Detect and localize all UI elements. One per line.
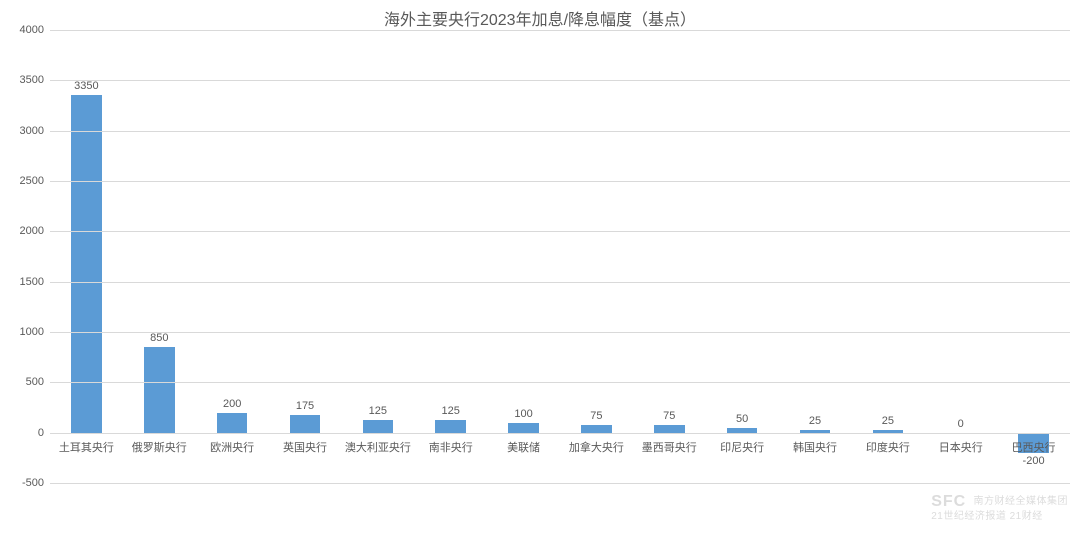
gridline: [50, 80, 1070, 81]
gridline: [50, 131, 1070, 132]
x-tick-label: 墨西哥央行: [642, 439, 697, 455]
y-tick-label: 500: [26, 376, 50, 388]
bar: [290, 415, 321, 433]
bar-value-label: 50: [736, 413, 748, 425]
x-tick-label: 澳大利亚央行: [345, 439, 411, 455]
bar-value-label: 200: [223, 398, 241, 410]
bar-value-label: 3350: [74, 80, 98, 92]
bar: [508, 423, 539, 433]
gridline: [50, 433, 1070, 434]
bar: [581, 425, 612, 433]
x-tick-label: 俄罗斯央行: [132, 439, 187, 455]
bar-value-label: 25: [809, 415, 821, 427]
bars-layer: 3350 土耳其央行 850 俄罗斯央行 200 欧洲央行 175 英国央行 125 澳大利亚央行…: [50, 30, 1070, 483]
y-tick-label: 3500: [20, 74, 50, 86]
x-tick-label: 英国央行: [283, 439, 327, 455]
x-tick-label: 欧洲央行: [210, 439, 254, 455]
bar: [144, 347, 175, 433]
plot-area: 3350 土耳其央行 850 俄罗斯央行 200 欧洲央行 175 英国央行 125 澳大利亚央行…: [50, 30, 1070, 483]
bar-value-label: -200: [1023, 455, 1045, 467]
x-tick-label: 印尼央行: [720, 439, 764, 455]
x-tick-label: 美联储: [507, 439, 540, 455]
bar: [217, 413, 248, 433]
watermark-line2: 21世纪经济报道 21财经: [931, 511, 1043, 522]
gridline: [50, 332, 1070, 333]
gridline: [50, 30, 1070, 31]
bar-value-label: 125: [369, 405, 387, 417]
y-tick-label: 1000: [20, 326, 50, 338]
bar-value-label: 850: [150, 332, 168, 344]
y-tick-label: -500: [22, 477, 50, 489]
chart-title: 海外主要央行2023年加息/降息幅度（基点）: [0, 6, 1080, 30]
x-tick-label: 巴西央行: [1012, 439, 1056, 455]
y-tick-label: 2000: [20, 225, 50, 237]
watermark-line1: 南方财经全媒体集团: [974, 496, 1069, 507]
x-tick-label: 土耳其央行: [59, 439, 114, 455]
bar-value-label: 125: [442, 405, 460, 417]
x-tick-label: 韩国央行: [793, 439, 837, 455]
x-tick-label: 日本央行: [939, 439, 983, 455]
watermark: SFC 南方财经全媒体集团 21世纪经济报道 21财经: [931, 492, 1068, 523]
bar: [435, 420, 466, 433]
y-tick-label: 0: [38, 427, 50, 439]
x-tick-label: 南非央行: [429, 439, 473, 455]
bar-value-label: 75: [590, 410, 602, 422]
bar-chart: 海外主要央行2023年加息/降息幅度（基点） 3350 土耳其央行 850 俄罗斯央行…: [0, 0, 1080, 533]
y-tick-label: 2500: [20, 175, 50, 187]
bar: [363, 420, 394, 433]
bar: [654, 425, 685, 433]
y-tick-label: 4000: [20, 24, 50, 36]
bar-value-label: 175: [296, 400, 314, 412]
x-tick-label: 加拿大央行: [569, 439, 624, 455]
x-tick-label: 印度央行: [866, 439, 910, 455]
watermark-logo: SFC: [931, 492, 966, 511]
gridline: [50, 483, 1070, 484]
y-tick-label: 3000: [20, 125, 50, 137]
gridline: [50, 181, 1070, 182]
gridline: [50, 282, 1070, 283]
bar-value-label: 75: [663, 410, 675, 422]
y-tick-label: 1500: [20, 276, 50, 288]
gridline: [50, 382, 1070, 383]
gridline: [50, 231, 1070, 232]
bar-value-label: 25: [882, 415, 894, 427]
bar-value-label: 100: [514, 408, 532, 420]
bar-value-label: 0: [958, 418, 964, 430]
